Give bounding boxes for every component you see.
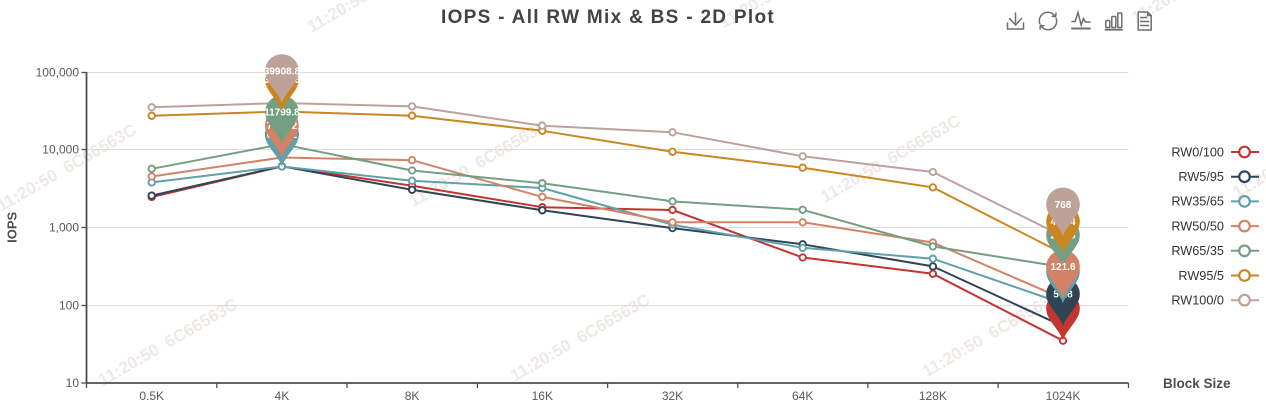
svg-text:128K: 128K [919,389,947,403]
svg-text:100,000: 100,000 [36,66,80,80]
svg-text:16K: 16K [532,389,553,403]
svg-text:RW35/65: RW35/65 [1171,195,1224,209]
svg-text:IOPS: IOPS [5,211,20,242]
svg-text:RW5/95: RW5/95 [1178,170,1224,184]
svg-text:IOPS - All RW Mix & BS - 2D Pl: IOPS - All RW Mix & BS - 2D Plot [441,7,775,28]
svg-text:0.5K: 0.5K [139,389,164,403]
svg-text:10: 10 [66,376,80,390]
svg-text:RW95/5: RW95/5 [1178,269,1224,283]
svg-text:768: 768 [1055,200,1072,211]
svg-text:10,000: 10,000 [42,143,79,157]
svg-text:Block Size: Block Size [1163,376,1231,391]
svg-text:32K: 32K [662,389,683,403]
svg-text:121.6: 121.6 [1050,262,1075,273]
svg-text:100: 100 [59,299,79,313]
svg-text:1,000: 1,000 [49,221,79,235]
svg-text:RW0/100: RW0/100 [1171,145,1224,159]
svg-text:RW100/0: RW100/0 [1171,294,1224,308]
svg-text:RW65/35: RW65/35 [1171,244,1224,258]
svg-text:39908.8: 39908.8 [264,67,301,78]
svg-text:8K: 8K [405,389,420,403]
svg-text:1024K: 1024K [1046,389,1081,403]
svg-text:RW50/50: RW50/50 [1171,219,1224,233]
svg-text:64K: 64K [792,389,813,403]
svg-text:4K: 4K [275,389,290,403]
